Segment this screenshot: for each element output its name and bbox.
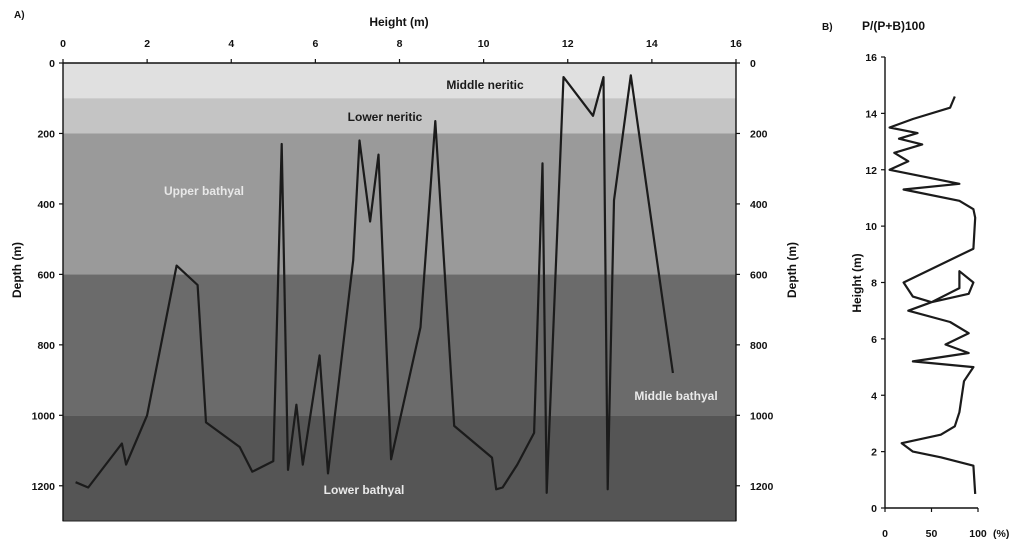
a-y-tick-label-left-2: 400 — [37, 199, 55, 211]
b-y-tick-label-6: 12 — [865, 165, 877, 177]
panel-b-x-unit-label: (%) — [993, 528, 1009, 540]
a-y-tick-label-right-0: 0 — [750, 58, 756, 70]
zone-label-2: Upper bathyal — [164, 184, 244, 198]
b-y-tick-label-0: 0 — [871, 503, 877, 515]
zone-band-4 — [63, 415, 736, 521]
panel-a-depth-series-line — [75, 74, 674, 494]
a-y-tick-label-left-5: 1000 — [32, 410, 56, 422]
zone-label-1: Lower neritic — [348, 110, 423, 124]
panel-b: B) P/(P+B)100 0 50 100 0 2 4 6 8 10 12 14 16 (%) H… — [822, 19, 1009, 540]
b-x-tick-label-1: 50 — [926, 528, 938, 540]
panel-b-x-ticks: 0 50 100 — [882, 508, 987, 540]
depth-zone-bands — [63, 63, 736, 521]
a-y-tick-label-left-4: 800 — [37, 340, 55, 352]
a-y-tick-label-right-6: 1200 — [750, 481, 774, 493]
a-x-tick-label-8: 16 — [730, 38, 742, 50]
b-y-tick-label-5: 10 — [865, 221, 877, 233]
a-y-tick-label-left-3: 600 — [37, 269, 55, 281]
b-y-tick-label-4: 8 — [871, 278, 877, 290]
a-x-tick-label-3: 6 — [312, 38, 318, 50]
a-y-tick-label-right-5: 1000 — [750, 410, 774, 422]
b-x-tick-label-2: 100 — [969, 528, 987, 540]
a-y-tick-label-right-4: 800 — [750, 340, 768, 352]
panel-a-y-axis-title-right: Depth (m) — [785, 242, 799, 298]
a-y-tick-label-left-0: 0 — [49, 58, 55, 70]
a-x-tick-label-7: 14 — [646, 38, 658, 50]
a-y-tick-label-left-1: 200 — [37, 128, 55, 140]
panel-b-label: B) — [822, 22, 833, 33]
panel-b-y-ticks: 0 2 4 6 8 10 12 14 16 — [865, 52, 885, 515]
panel-a-y-axis-title-left: Depth (m) — [10, 242, 24, 298]
zone-band-0 — [63, 63, 736, 99]
a-x-tick-label-0: 0 — [60, 38, 66, 50]
a-x-tick-label-2: 4 — [228, 38, 234, 50]
panel-a: A) Height (m) Middle neritic Lower neriti… — [10, 10, 799, 522]
b-y-tick-label-7: 14 — [865, 108, 877, 120]
a-y-tick-label-left-6: 1200 — [32, 481, 56, 493]
panel-b-y-axis-title: Height (m) — [850, 253, 864, 312]
a-x-tick-label-6: 12 — [562, 38, 574, 50]
panel-a-y-ticks-right: 0 200 400 600 800 1000 1200 — [736, 58, 774, 493]
a-y-tick-label-right-3: 600 — [750, 269, 768, 281]
b-y-tick-label-2: 4 — [871, 390, 877, 402]
b-y-tick-label-3: 6 — [871, 334, 877, 346]
a-y-tick-label-right-2: 400 — [750, 199, 768, 211]
b-y-tick-label-1: 2 — [871, 447, 877, 459]
zone-band-3 — [63, 274, 736, 416]
a-x-tick-label-5: 10 — [478, 38, 490, 50]
a-y-tick-label-right-1: 200 — [750, 128, 768, 140]
panel-a-x-ticks: 0 2 4 6 8 10 12 14 16 — [60, 38, 742, 63]
a-x-tick-label-1: 2 — [144, 38, 150, 50]
panel-a-x-axis-title: Height (m) — [369, 15, 428, 29]
depth-zone-labels: Middle neritic Lower neritic Upper bathyal… — [164, 78, 718, 497]
b-y-tick-label-8: 16 — [865, 52, 877, 64]
panel-b-title: P/(P+B)100 — [862, 19, 925, 33]
zone-band-2 — [63, 133, 736, 275]
panel-a-y-ticks-left: 0 200 400 600 800 1000 1200 — [32, 58, 63, 493]
zone-label-0: Middle neritic — [446, 78, 524, 92]
a-x-tick-label-4: 8 — [397, 38, 403, 50]
zone-label-4: Lower bathyal — [324, 483, 405, 497]
panel-b-ratio-series-line — [888, 96, 977, 494]
panel-a-label: A) — [14, 10, 25, 21]
b-x-tick-label-0: 0 — [882, 528, 888, 540]
zone-label-3: Middle bathyal — [634, 389, 717, 403]
